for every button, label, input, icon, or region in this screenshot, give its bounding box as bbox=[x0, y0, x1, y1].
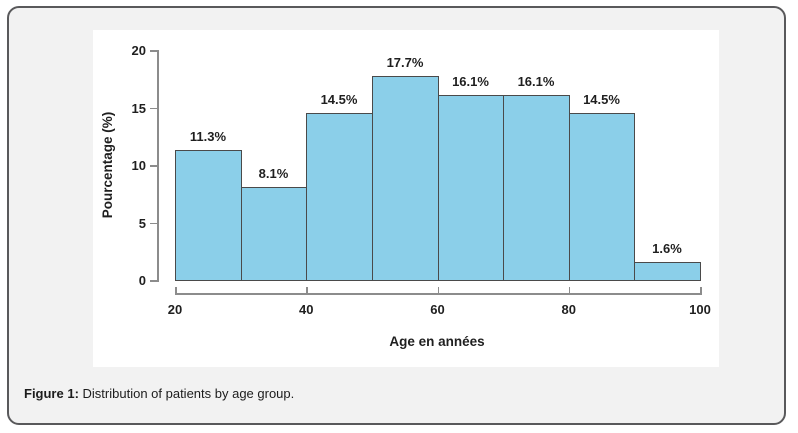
histogram-bar bbox=[634, 262, 701, 281]
y-tick-label: 20 bbox=[131, 43, 146, 58]
caption-label: Figure 1: bbox=[24, 386, 79, 401]
chart-panel: Pourcentage (%) Age en années 11.3% 8.1% 1… bbox=[93, 30, 719, 367]
y-tick bbox=[150, 222, 157, 224]
histogram-bar bbox=[372, 76, 439, 281]
y-tick bbox=[150, 280, 157, 282]
histogram-bar bbox=[438, 95, 504, 281]
plot-area: Pourcentage (%) Age en années 11.3% 8.1% 1… bbox=[93, 30, 719, 367]
figure-caption: Figure 1: Distribution of patients by ag… bbox=[24, 386, 294, 402]
x-tick-label: 40 bbox=[299, 302, 314, 317]
x-tick bbox=[306, 287, 308, 293]
y-tick bbox=[150, 165, 157, 167]
x-tick-label: 80 bbox=[561, 302, 576, 317]
x-tick-label: 100 bbox=[689, 302, 711, 317]
bar-value-label: 14.5% bbox=[320, 92, 358, 107]
figure-card: Pourcentage (%) Age en années 11.3% 8.1% 1… bbox=[7, 6, 786, 425]
bar-value-label: 11.3% bbox=[189, 129, 227, 144]
bar-value-label: 16.1% bbox=[452, 74, 489, 89]
y-tick bbox=[150, 50, 157, 52]
caption-text: Distribution of patients by age group. bbox=[78, 386, 295, 401]
y-axis-line bbox=[157, 50, 159, 282]
bar-value-label: 16.1% bbox=[517, 74, 555, 89]
x-axis-title: Age en années bbox=[389, 334, 485, 349]
x-axis-line bbox=[175, 293, 702, 295]
histogram-bar bbox=[241, 187, 307, 281]
x-tick-label: 20 bbox=[167, 302, 183, 317]
bar-value-label: 1.6% bbox=[652, 241, 682, 256]
x-tick-label: 60 bbox=[430, 302, 445, 317]
x-tick bbox=[175, 287, 177, 293]
bar-value-label: 14.5% bbox=[583, 92, 620, 107]
y-tick-label: 5 bbox=[138, 215, 146, 231]
x-tick bbox=[568, 287, 571, 293]
x-tick bbox=[700, 287, 702, 293]
bar-value-label: 8.1% bbox=[258, 166, 289, 181]
bar-value-label: 17.7% bbox=[386, 55, 424, 70]
histogram-bar bbox=[175, 150, 242, 281]
histogram-bar bbox=[503, 95, 570, 281]
histogram-bar bbox=[569, 113, 635, 281]
y-tick-label: 10 bbox=[131, 158, 146, 173]
y-tick bbox=[150, 107, 157, 109]
y-tick-label: 15 bbox=[131, 100, 146, 116]
histogram-bar bbox=[306, 113, 373, 281]
x-tick bbox=[437, 287, 439, 293]
y-tick-label: 0 bbox=[138, 273, 146, 288]
